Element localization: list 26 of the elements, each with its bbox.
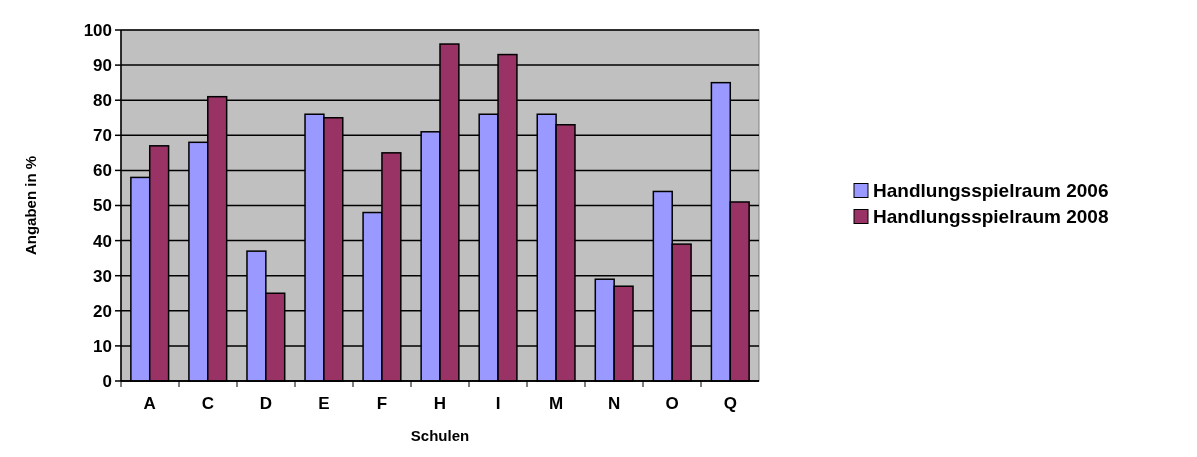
x-tick-label: A — [143, 394, 156, 413]
y-tick-label: 40 — [93, 231, 112, 251]
y-tick-label: 50 — [93, 196, 112, 216]
y-tick-label: 0 — [102, 371, 112, 391]
legend-label: Handlungsspielraum 2008 — [873, 206, 1109, 228]
y-tick-label: 20 — [93, 301, 112, 321]
y-tick-label: 100 — [83, 20, 112, 40]
x-tick-label: H — [433, 394, 447, 413]
y-tick-label: 90 — [93, 56, 112, 76]
x-tick-label: C — [201, 394, 214, 413]
y-tick-label: 30 — [93, 266, 112, 286]
x-axis-title: Schulen — [410, 427, 470, 444]
x-tick-label: F — [376, 394, 388, 413]
y-tick-label: 80 — [93, 91, 112, 111]
y-tick-label: 70 — [93, 126, 112, 146]
y-axis-title: Angaben in % — [22, 155, 39, 256]
y-tick-label: 60 — [93, 161, 112, 181]
x-tick-label: I — [495, 394, 501, 413]
legend-label: Handlungsspielraum 2006 — [873, 180, 1109, 202]
x-tick-label: Q — [723, 394, 737, 413]
x-tick-label: M — [549, 394, 564, 413]
y-tick-label: 10 — [93, 336, 112, 356]
x-tick-label: E — [318, 394, 330, 413]
x-tick-label: O — [665, 394, 679, 413]
x-tick-label: N — [608, 394, 621, 413]
x-tick-label: D — [259, 394, 272, 413]
